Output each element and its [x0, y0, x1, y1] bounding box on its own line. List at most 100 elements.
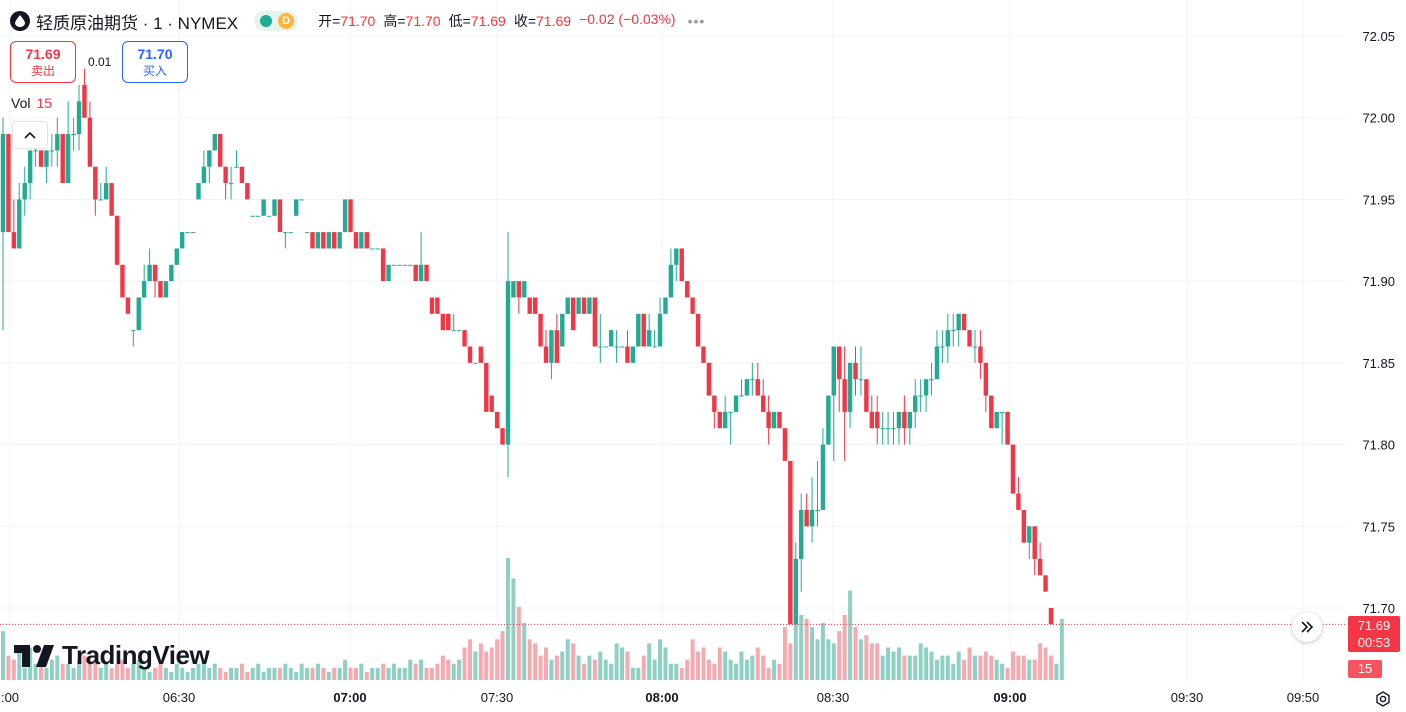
volume-bar [663, 647, 667, 680]
candle [218, 134, 222, 167]
candle [859, 347, 863, 396]
volume-bar [631, 668, 635, 680]
volume-bar [495, 639, 499, 680]
candle-body [886, 428, 890, 429]
spread-value: 0.01 [88, 55, 111, 69]
candle [343, 199, 347, 232]
candle [772, 412, 776, 428]
volume-bar [837, 631, 841, 680]
symbol-title[interactable]: 轻质原油期货 · 1 · NYMEX [36, 9, 238, 34]
candle [560, 314, 564, 347]
scroll-to-realtime-button[interactable] [1292, 612, 1322, 642]
buy-button[interactable]: 71.70 买入 [122, 41, 188, 83]
volume-bar [897, 647, 901, 680]
candle [973, 330, 977, 363]
volume-bar [278, 668, 282, 680]
candle-body [756, 379, 760, 395]
candle [446, 314, 450, 330]
candle [864, 379, 868, 412]
candle [647, 314, 651, 347]
volume-bar [343, 660, 347, 680]
market-status[interactable]: D [254, 11, 298, 31]
candle [175, 248, 179, 264]
candle-body [115, 216, 119, 265]
volume-bar [913, 656, 917, 680]
candle [50, 134, 54, 167]
chart-settings-button[interactable] [1372, 688, 1394, 710]
candle-body [164, 281, 168, 297]
candle-body [251, 216, 255, 217]
volume-bar [848, 591, 852, 680]
candle-body [131, 330, 135, 331]
candle-body [652, 347, 656, 348]
candle-body [799, 510, 803, 559]
candle-body [766, 412, 770, 428]
price-tick-label: 72.00 [1362, 111, 1395, 126]
candle [810, 477, 814, 542]
candle-body [419, 265, 423, 281]
volume-bar [930, 652, 934, 680]
candle [321, 232, 325, 248]
volume-bar [864, 635, 868, 680]
candle-body [99, 199, 103, 200]
volume-bar [691, 639, 695, 680]
candle-body [870, 412, 874, 428]
candle-body [587, 297, 591, 313]
candle-body [804, 510, 808, 526]
candle-body [902, 412, 906, 428]
ohlc-item: 收=71.69 [514, 11, 571, 31]
volume-bar [973, 656, 977, 680]
candle-body [71, 134, 75, 135]
candle [555, 314, 559, 363]
candle-body [880, 428, 884, 429]
candle [978, 330, 982, 379]
volume-bar [224, 672, 228, 680]
candle-body [690, 297, 694, 313]
more-options-icon[interactable]: ••• [688, 13, 706, 29]
candle [12, 199, 16, 248]
candle-body [435, 297, 439, 313]
candle-body [93, 167, 97, 200]
volume-bar [1006, 668, 1010, 680]
tradingview-logo[interactable]: TradingView [14, 640, 209, 671]
volume-bar [6, 656, 10, 680]
candle-body [66, 134, 70, 183]
candle [875, 396, 879, 445]
candle-body [842, 379, 846, 412]
candle [701, 347, 705, 363]
candlestick-series [1, 69, 1053, 625]
candle-body [17, 199, 21, 248]
candle [756, 363, 760, 396]
candle-body [528, 297, 532, 313]
candle-body [1033, 526, 1037, 559]
candle [517, 281, 521, 314]
candle [832, 347, 836, 461]
volume-bar [479, 643, 483, 680]
bar-countdown: 00:53 [1348, 634, 1400, 651]
volume-bar [338, 668, 342, 680]
sell-button[interactable]: 71.69 卖出 [10, 41, 76, 83]
candle [924, 379, 928, 412]
candle [234, 150, 238, 167]
settings-icon [1373, 689, 1393, 709]
volume-bar [245, 672, 249, 680]
candle-body [728, 412, 732, 413]
volume-bar [283, 664, 287, 680]
collapse-legend-button[interactable] [12, 121, 48, 149]
time-tick-label: 07:00 [333, 690, 366, 705]
volume-bar [1049, 656, 1053, 680]
volume-bar [387, 668, 391, 680]
volume-bar [457, 660, 461, 680]
volume-bar [870, 643, 874, 680]
volume-bar [989, 656, 993, 680]
candle-body [126, 297, 130, 313]
candle [223, 167, 227, 200]
price-axis[interactable]: 72.05 72.00 71.95 71.90 71.85 71.80 71.75 71.70 [1362, 29, 1395, 616]
volume-bar [300, 664, 304, 680]
candle [1038, 543, 1042, 576]
candle-body [511, 281, 515, 297]
candle [403, 265, 407, 266]
candle [929, 363, 933, 396]
candle-body [582, 297, 586, 313]
